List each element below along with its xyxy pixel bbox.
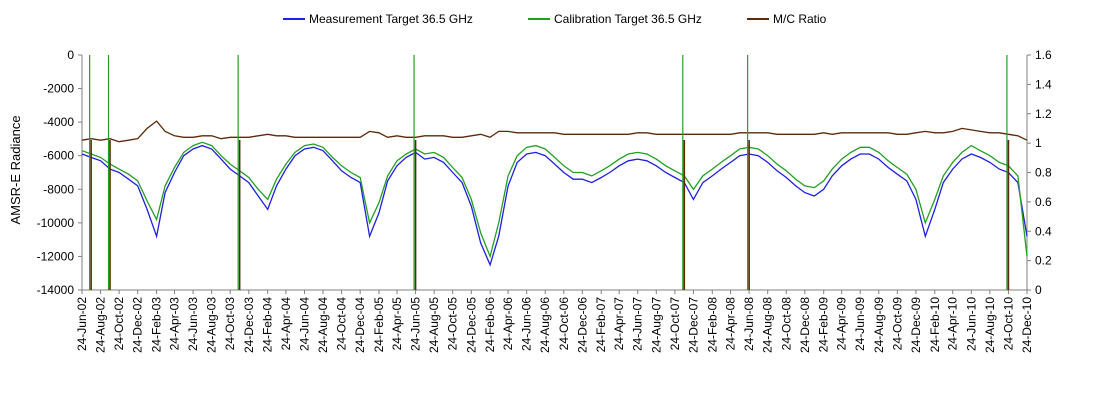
legend-label: Measurement Target 36.5 GHz — [309, 12, 473, 26]
legend-label: Calibration Target 36.5 GHz — [554, 12, 702, 26]
x-tick-label: 24-Apr-04 — [279, 297, 293, 351]
x-tick-label: 24-Apr-09 — [835, 297, 849, 351]
x-tick-label: 24-Oct-06 — [557, 297, 571, 351]
x-tick-label: 24-Jun-05 — [409, 297, 423, 351]
x-tick-label: 24-Oct-02 — [112, 297, 126, 351]
x-tick-label: 24-Apr-06 — [501, 297, 515, 351]
x-tick-label: 24-Aug-10 — [983, 297, 997, 353]
x-tick-label: 24-Dec-04 — [353, 297, 367, 353]
x-tick-label: 24-Dec-06 — [575, 297, 589, 353]
x-tick-label: 24-Aug-06 — [538, 297, 552, 353]
y2-tick-label: 1.6 — [1035, 48, 1052, 62]
x-tick-label: 24-Dec-10 — [1020, 297, 1034, 353]
x-tick-label: 24-Aug-07 — [649, 297, 663, 353]
x-tick-label: 24-Feb-05 — [372, 297, 386, 353]
x-tick-label: 24-Jun-03 — [186, 297, 200, 351]
x-tick-label: 24-Oct-04 — [335, 297, 349, 351]
x-tick-label: 24-Jun-09 — [853, 297, 867, 351]
y-tick-label: -6000 — [43, 149, 74, 163]
series-line-m-c-ratio — [81, 120, 1028, 143]
series-line-calibration-target-36-5-ghz — [81, 141, 1028, 259]
x-tick-label: 24-Jun-02 — [75, 297, 89, 351]
x-tick-label: 24-Oct-09 — [890, 297, 904, 351]
y-tick-label: -10000 — [37, 216, 75, 230]
x-tick-label: 24-Dec-05 — [464, 297, 478, 353]
x-tick-label: 24-Aug-03 — [205, 297, 219, 353]
x-tick-label: 24-Apr-05 — [390, 297, 404, 351]
x-tick-label: 24-Oct-07 — [668, 297, 682, 351]
y-tick-label: -8000 — [43, 182, 74, 196]
x-tick-label: 24-Feb-03 — [150, 297, 164, 353]
y2-tick-label: 1.4 — [1035, 77, 1052, 91]
x-tick-label: 24-Apr-10 — [946, 297, 960, 351]
x-tick-label: 24-Jun-08 — [742, 297, 756, 351]
x-tick-label: 24-Dec-07 — [686, 297, 700, 353]
x-tick-label: 24-Feb-08 — [705, 297, 719, 353]
series-line-measurement-target-36-5-ghz — [81, 144, 1028, 267]
x-tick-label: 24-Feb-07 — [594, 297, 608, 353]
plot-area — [81, 55, 1028, 291]
y-tick-label: -14000 — [37, 283, 75, 297]
x-tick-label: 24-Oct-05 — [446, 297, 460, 351]
x-axis: 24-Jun-02 24-Aug-02 24-Oct-02 24-Dec-02 24-F… — [75, 290, 1034, 353]
legend: Measurement Target 36.5 GHz Calibration T… — [283, 12, 827, 26]
x-tick-label: 24-Dec-03 — [242, 297, 256, 353]
x-tick-label: 24-Dec-08 — [798, 297, 812, 353]
x-tick-label: 24-Jun-06 — [520, 297, 534, 351]
y2-tick-label: 0.8 — [1035, 166, 1052, 180]
y-tick-label: -4000 — [43, 115, 74, 129]
x-tick-label: 24-Feb-10 — [928, 297, 942, 353]
x-tick-label: 24-Aug-02 — [94, 297, 108, 353]
series-layer — [81, 55, 1028, 290]
x-tick-label: 24-Oct-08 — [779, 297, 793, 351]
x-tick-label: 24-Apr-07 — [612, 297, 626, 351]
y-axis-title: AMSR-E Radiance — [8, 115, 23, 224]
y2-tick-label: 0.4 — [1035, 224, 1052, 238]
x-tick-label: 24-Apr-08 — [724, 297, 738, 351]
x-tick-label: 24-Oct-10 — [1001, 297, 1015, 351]
y2-tick-label: 0.2 — [1035, 254, 1052, 268]
y-axis-right: 1.6 1.4 1.2 1 0.8 0.6 0.4 0.2 0 — [1027, 48, 1052, 297]
y2-tick-label: 0 — [1035, 283, 1042, 297]
y-tick-label: 0 — [67, 48, 74, 62]
y-tick-label: -12000 — [37, 249, 75, 263]
y2-tick-label: 1.2 — [1035, 107, 1052, 121]
x-tick-label: 24-Dec-09 — [909, 297, 923, 353]
y-axis-left: 0 -2000 -4000 -6000 -8000 -10000 -12000 -14000 — [37, 48, 82, 297]
y-tick-label: -2000 — [43, 82, 74, 96]
y2-tick-label: 1 — [1035, 136, 1042, 150]
x-tick-label: 24-Jun-04 — [297, 297, 311, 351]
x-tick-label: 24-Aug-08 — [761, 297, 775, 353]
x-tick-label: 24-Aug-05 — [427, 297, 441, 353]
x-tick-label: 24-Dec-02 — [131, 297, 145, 353]
x-tick-label: 24-Oct-03 — [223, 297, 237, 351]
x-tick-label: 24-Apr-03 — [168, 297, 182, 351]
x-tick-label: 24-Feb-09 — [817, 297, 831, 353]
x-tick-label: 24-Aug-09 — [872, 297, 886, 353]
x-tick-label: 24-Aug-04 — [316, 297, 330, 353]
x-tick-label: 24-Feb-04 — [261, 297, 275, 353]
x-tick-label: 24-Feb-06 — [483, 297, 497, 353]
y2-tick-label: 0.6 — [1035, 195, 1052, 209]
x-tick-label: 24-Jun-10 — [964, 297, 978, 351]
x-tick-label: 24-Jun-07 — [631, 297, 645, 351]
legend-label: M/C Ratio — [773, 12, 827, 26]
